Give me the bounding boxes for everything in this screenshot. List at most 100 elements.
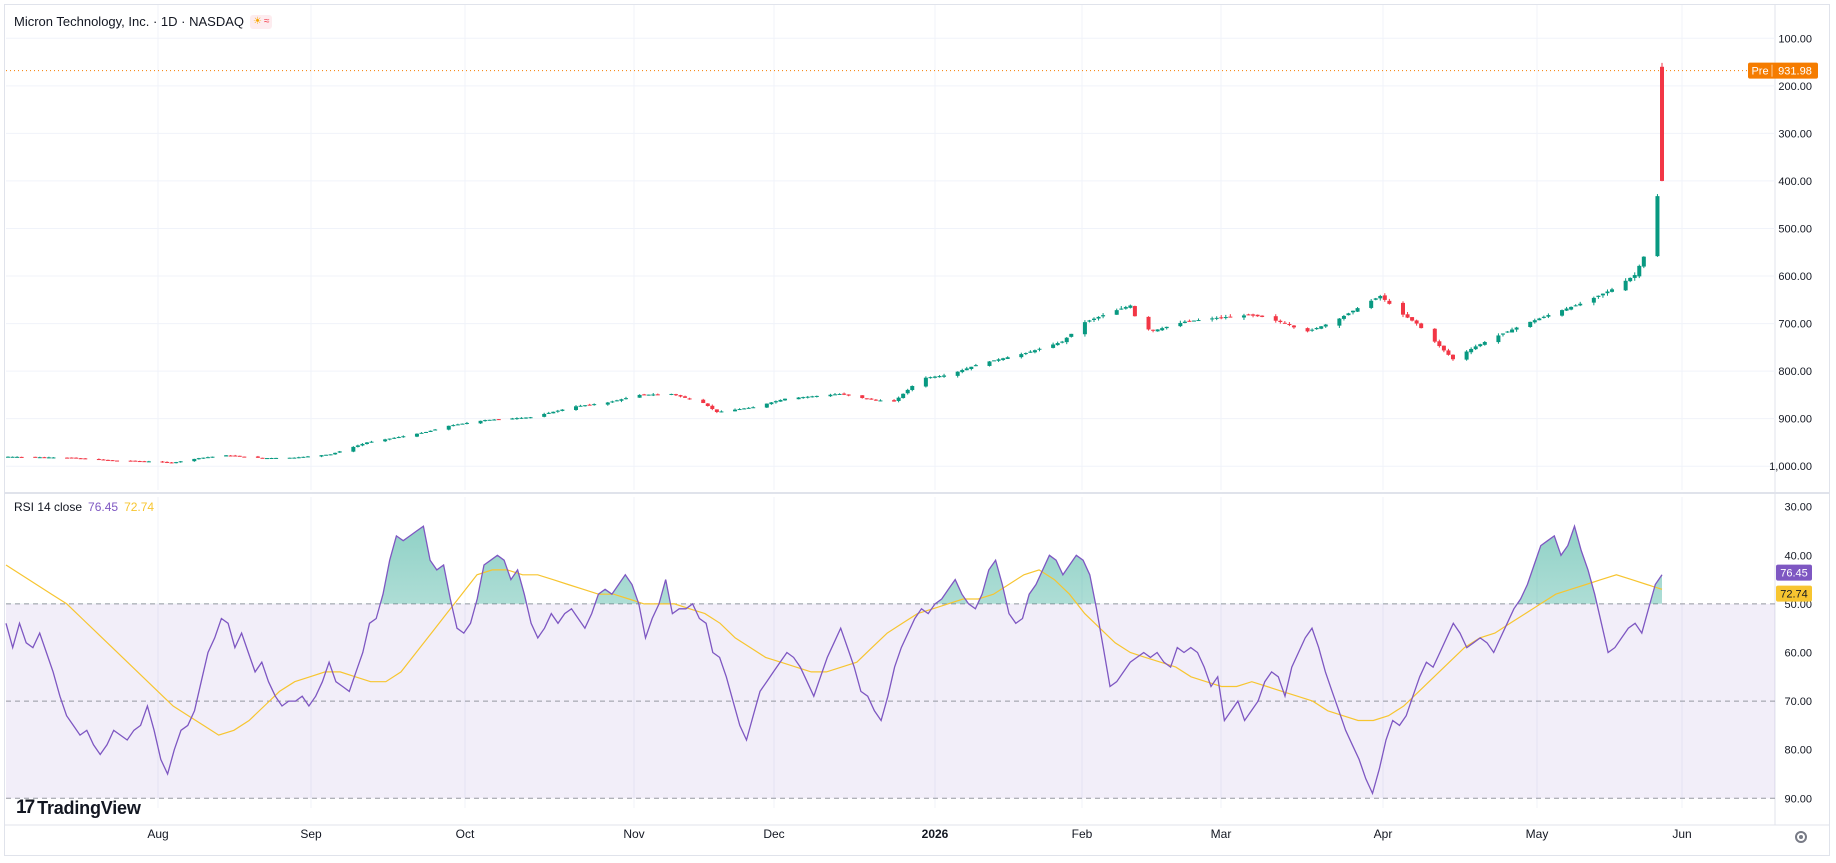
candle <box>714 409 719 414</box>
symbol-header[interactable]: Micron Technology, Inc. · 1D · NASDAQ ☀ … <box>14 14 273 29</box>
candle-body <box>396 437 401 439</box>
candle-body <box>1419 323 1424 329</box>
candle <box>1419 322 1424 329</box>
candle-body <box>605 402 610 405</box>
candle-body <box>1055 343 1060 346</box>
candle <box>1187 319 1192 322</box>
candle-body <box>1496 335 1501 343</box>
candle <box>1510 327 1515 333</box>
candle <box>1369 299 1374 310</box>
candle <box>605 401 610 406</box>
candle-body <box>623 398 628 400</box>
price-tick-label: 200.00 <box>1778 81 1812 93</box>
pre-market-label: Pre <box>1751 66 1768 78</box>
rsi-legend[interactable]: RSI 14 close 76.45 72.74 <box>14 500 154 514</box>
candle <box>324 454 329 456</box>
candle-body <box>592 404 597 406</box>
candle <box>764 403 769 409</box>
candle-body <box>551 411 556 414</box>
candle <box>328 454 333 456</box>
candle <box>1228 314 1233 318</box>
candle <box>1087 319 1092 323</box>
candle <box>196 457 201 460</box>
candle-body <box>337 451 342 453</box>
candle <box>69 457 74 459</box>
candle-body <box>1600 293 1605 296</box>
time-axis-label: Oct <box>456 827 475 841</box>
candle-body <box>1628 277 1633 282</box>
candle-body <box>510 418 515 420</box>
candle <box>65 457 70 459</box>
candle <box>1055 341 1060 346</box>
candle-body <box>514 418 519 420</box>
candle-body <box>928 377 933 379</box>
candle <box>460 423 465 425</box>
candle-body <box>1405 314 1410 318</box>
chart-frame[interactable] <box>4 4 1830 856</box>
candle-body <box>942 375 947 377</box>
candle-body <box>833 394 837 396</box>
candle <box>1310 328 1315 332</box>
candle-body <box>115 460 120 462</box>
market-status-badge[interactable]: ☀ ≈ <box>250 14 273 29</box>
candle <box>210 456 215 458</box>
candle-body <box>1441 345 1446 351</box>
candle <box>10 456 15 458</box>
candle-body <box>1560 310 1565 316</box>
candle-body <box>1632 275 1637 278</box>
candle-body <box>646 394 651 396</box>
candle <box>619 398 624 403</box>
candle-body <box>1082 322 1087 335</box>
candle <box>1092 317 1097 322</box>
candle-body <box>192 458 197 462</box>
candle <box>869 398 874 400</box>
candle-body <box>1128 305 1133 308</box>
candle-body <box>1641 256 1646 267</box>
candle-body <box>42 457 47 459</box>
candle <box>796 397 801 400</box>
candle-body <box>1210 318 1215 320</box>
candle <box>1469 347 1474 355</box>
candle <box>578 404 583 407</box>
candle-body <box>1505 331 1510 333</box>
candle <box>573 405 578 411</box>
candle-body <box>287 457 292 459</box>
candle <box>1114 308 1119 315</box>
candle-body <box>1092 318 1097 320</box>
candle <box>801 396 806 399</box>
candle-body <box>864 398 869 400</box>
candle <box>742 407 747 410</box>
candle <box>1473 344 1478 351</box>
candle <box>678 394 683 398</box>
candle <box>201 457 206 459</box>
candle-body <box>746 407 751 409</box>
candle <box>1482 340 1487 346</box>
candle-body <box>619 399 624 401</box>
candle <box>1246 313 1251 316</box>
candle <box>932 375 937 379</box>
candle-body <box>1500 333 1505 335</box>
rsi-value-badge <box>1776 564 1812 581</box>
symbol-title: Micron Technology, Inc. · 1D · NASDAQ <box>14 14 244 29</box>
candle-body <box>719 411 724 413</box>
tradingview-logo[interactable]: 17 TradingView <box>16 797 141 819</box>
candle-body <box>1051 344 1056 348</box>
candle-body <box>960 370 965 373</box>
candle-body <box>1323 324 1328 327</box>
candle-body <box>387 438 392 440</box>
gear-icon[interactable] <box>1795 831 1807 843</box>
candle-body <box>524 417 529 419</box>
candle-body <box>351 446 356 452</box>
candle-body <box>33 456 38 458</box>
candle <box>1155 329 1160 332</box>
candle <box>896 396 901 403</box>
candle <box>642 393 647 396</box>
candle-body <box>996 359 1001 361</box>
candle <box>1387 298 1392 305</box>
rsi-tick-label: 30.00 <box>1784 502 1812 514</box>
candle <box>1591 296 1596 306</box>
candle-body <box>1450 354 1455 360</box>
candle <box>464 421 469 425</box>
candle-body <box>46 457 51 459</box>
